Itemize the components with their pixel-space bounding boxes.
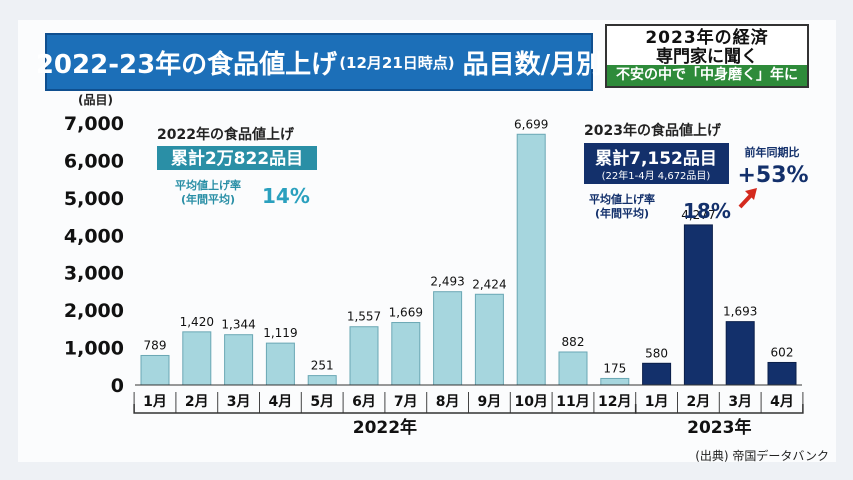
x-axis-group: 1月 2月 3月 4月 5月 6月 7月 8月 9月 10月 11月 12月 1月 2月 3月 4月 2022年… (133, 384, 804, 438)
value-label: 789 (144, 338, 167, 352)
bar-7 (391, 322, 421, 386)
topic-line-1: 2023年の経済 (645, 28, 769, 48)
annotation-2023-total-box (584, 143, 729, 184)
value-label: 602 (771, 345, 794, 359)
value-label: 6,699 (514, 117, 548, 131)
topic-line-2: 専門家に聞く (656, 47, 758, 67)
annotation-2023-avg-label-1: 平均値上げ率 (589, 192, 655, 206)
y-tick-label: 4,000 (64, 225, 124, 247)
annotation-2022-avg-label-2: (年間平均) (181, 192, 235, 206)
bar-3 (224, 334, 254, 386)
x-tick-label: 4月 (269, 394, 293, 410)
bar-10 (516, 133, 546, 386)
y-tick-label: 3,000 (64, 263, 124, 285)
x-tick-label: 1月 (645, 394, 669, 410)
x-tick-label: 9月 (478, 394, 502, 410)
annotation-2023-total-sub: (22年1-4月 4,672品目) (602, 169, 711, 182)
value-label: 882 (562, 335, 585, 349)
annotation-2023-total: 累計7,152品目 (595, 148, 717, 169)
annotation-2023-heading: 2023年の食品値上げ (584, 122, 722, 139)
x-tick-label: 11月 (556, 394, 589, 410)
bar-12 (600, 377, 630, 386)
y-axis-ticks: 0 1,000 2,000 3,000 4,000 5,000 6,000 7,000 (64, 113, 124, 397)
year-label-2023: 2023年 (687, 417, 751, 438)
x-tick-label: 5月 (310, 394, 334, 410)
value-label: 2,424 (472, 277, 506, 291)
y-tick-label: 6,000 (64, 150, 124, 172)
program-topic-box: 2023年の経済 専門家に聞く 不安の中で「中身磨く」年に (605, 24, 809, 88)
value-label: 4,277 (681, 208, 715, 222)
topic-strip: 不安の中で「中身磨く」年に (607, 65, 807, 86)
annotation-2022-total: 累計2万822品目 (171, 148, 303, 169)
annotation-2023-yoy-value: +53% (737, 163, 808, 188)
x-tick-label: 10月 (514, 394, 547, 410)
bar-6 (349, 326, 379, 386)
value-label: 2,493 (430, 275, 464, 289)
bar-14 (683, 224, 713, 386)
bar-4 (265, 342, 295, 386)
year-label-2022: 2022年 (353, 417, 417, 438)
bar-16 (767, 361, 797, 386)
y-tick-label: 7,000 (64, 113, 124, 135)
bar-15 (725, 321, 755, 386)
bar-5 (307, 375, 337, 386)
annotation-2022-heading: 2022年の食品値上げ (157, 126, 295, 143)
bar-9 (474, 293, 504, 386)
value-label: 175 (603, 361, 626, 375)
annotation-2022-avg-value: 14% (262, 184, 310, 208)
x-tick-label: 1月 (143, 394, 167, 410)
value-label: 1,557 (347, 310, 381, 324)
bars-group: 789 1,420 1,344 1,119 251 1,557 1,669 2,493 2,42… (140, 117, 797, 386)
y-tick-label: 5,000 (64, 188, 124, 210)
chart-title-banner: 2022-23年の食品値上げ (12月21日時点) 品目数/月別 (36, 33, 602, 91)
y-tick-label: 1,000 (64, 338, 124, 360)
y-axis-label: (品目) (78, 93, 113, 107)
value-label: 251 (311, 359, 334, 373)
y-tick-label: 0 (111, 375, 124, 397)
annotation-2022-total-box (157, 146, 317, 170)
x-tick-label: 3月 (227, 394, 251, 410)
x-tick-label: 4月 (770, 394, 794, 410)
bar-11 (558, 351, 588, 386)
x-tick-label: 7月 (394, 394, 418, 410)
annotation-2022-avg-label-1: 平均値上げ率 (175, 178, 241, 192)
x-tick-label: 2月 (185, 394, 209, 410)
year-bracket-2023 (634, 404, 804, 414)
bar-13 (642, 362, 672, 386)
source-credit: (出典) 帝国データバンク (695, 449, 829, 463)
x-tick-label: 6月 (352, 394, 376, 410)
value-label: 1,344 (221, 318, 255, 332)
x-tick-label: 3月 (728, 394, 752, 410)
bar-8 (433, 291, 463, 386)
value-label: 1,669 (389, 306, 423, 320)
annotation-2023-avg-value: 18% (683, 199, 731, 223)
value-label: 580 (645, 346, 668, 360)
annotation-2023-avg-label-2: (年間平均) (595, 206, 649, 220)
x-tick-label: 8月 (436, 394, 460, 410)
y-tick-label: 2,000 (64, 300, 124, 322)
value-label: 1,420 (180, 315, 214, 329)
x-tick-label: 12月 (598, 394, 631, 410)
bar-1 (140, 354, 170, 386)
value-label: 1,693 (723, 305, 757, 319)
annotation-2023-yoy-label: 前年同期比 (745, 145, 800, 159)
bar-2 (182, 331, 212, 386)
title-main: 2022-23年の食品値上げ (35, 49, 338, 80)
value-label: 1,119 (263, 326, 297, 340)
title-timestamp: (12月21日時点) (339, 53, 455, 72)
x-tick-label: 2月 (687, 394, 711, 410)
up-arrow-icon (738, 188, 757, 209)
title-tail: 品目数/月別 (462, 49, 603, 80)
